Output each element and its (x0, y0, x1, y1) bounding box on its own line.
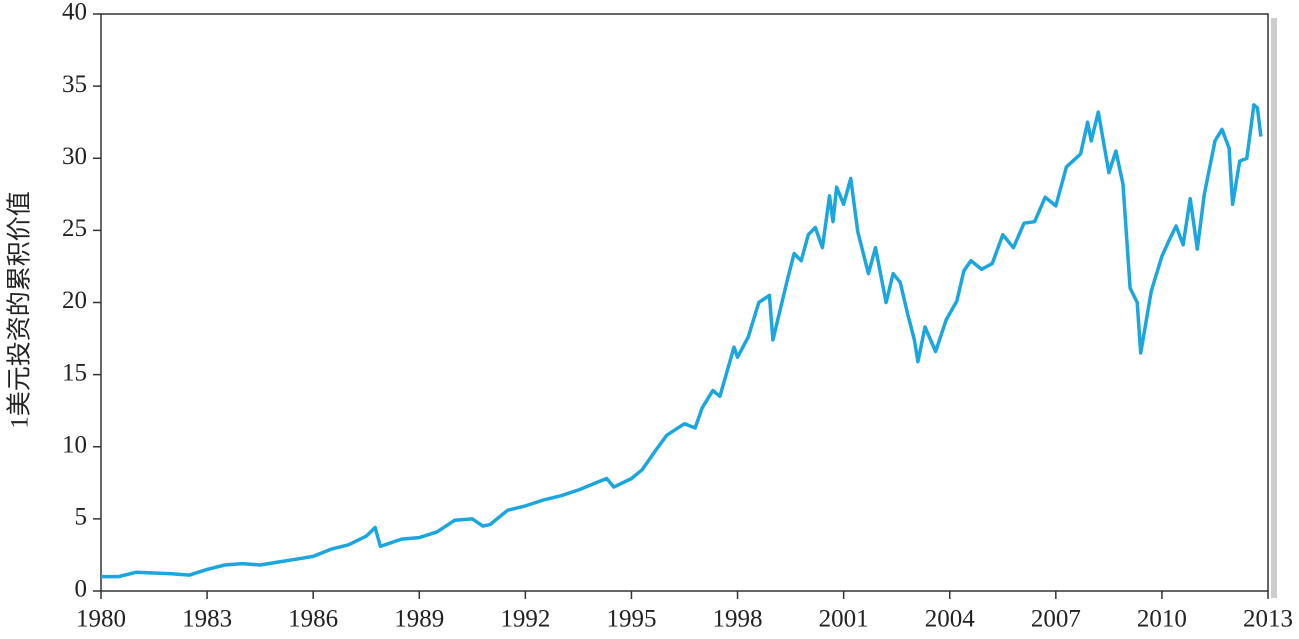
x-tick-label: 1980 (76, 606, 126, 633)
x-tick-label: 1986 (288, 606, 338, 633)
x-tick-label: 1992 (500, 606, 550, 633)
y-tick-label: 5 (75, 504, 88, 531)
x-tick-label: 2004 (925, 606, 976, 633)
y-tick-label: 15 (62, 359, 87, 386)
y-tick-label: 35 (62, 71, 87, 98)
y-tick-label: 0 (75, 576, 88, 603)
y-tick-label: 20 (62, 287, 87, 314)
frame-shadow (1271, 18, 1277, 598)
plot-frame (100, 13, 1269, 592)
data-line (101, 103, 1263, 579)
y-axis-label: 1美元投资的累积价值 (6, 191, 34, 429)
x-tick-label: 1983 (182, 606, 232, 633)
x-tick-label: 1989 (394, 606, 444, 633)
y-tick-label: 25 (62, 215, 87, 242)
x-tick-label: 2001 (819, 606, 869, 633)
x-tick-label: 2007 (1031, 606, 1081, 633)
x-tick-label: 1998 (713, 606, 763, 633)
x-tick-label: 1995 (606, 606, 656, 633)
y-tick-label: 30 (62, 143, 87, 170)
y-tick-label: 10 (62, 431, 87, 458)
x-tick-label: 2010 (1137, 606, 1187, 633)
x-tick-label: 2013 (1243, 606, 1293, 633)
y-tick-label: 40 (62, 0, 87, 26)
